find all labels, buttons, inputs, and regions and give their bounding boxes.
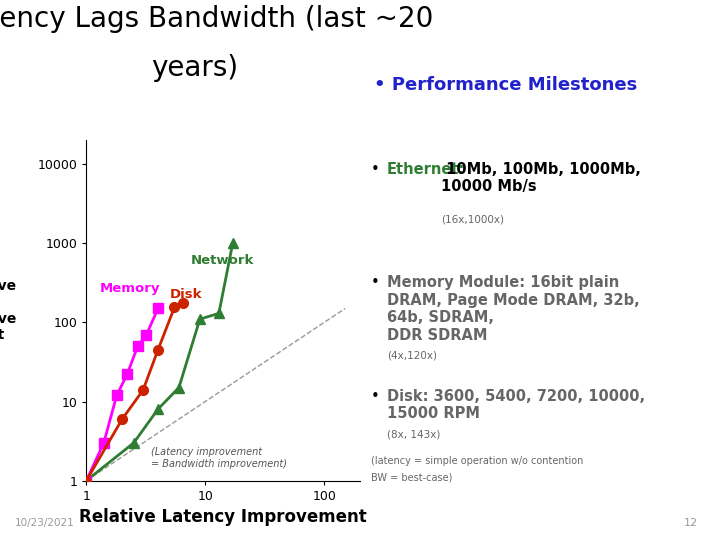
Y-axis label: Relative
BW
Improve
ment: Relative BW Improve ment	[0, 279, 17, 342]
Text: Disk: 3600, 5400, 7200, 10000,
15000 RPM: Disk: 3600, 5400, 7200, 10000, 15000 RPM	[387, 389, 645, 421]
Text: (4x,120x): (4x,120x)	[387, 351, 436, 361]
Text: Memory Module: 16bit plain
DRAM, Page Mode DRAM, 32b,
64b, SDRAM,
DDR SDRAM: Memory Module: 16bit plain DRAM, Page Mo…	[387, 275, 639, 342]
Text: Latency Lags Bandwidth (last ~20: Latency Lags Bandwidth (last ~20	[0, 5, 433, 33]
Text: •: •	[371, 162, 384, 177]
Text: years): years)	[150, 54, 238, 82]
Text: • Performance Milestones: • Performance Milestones	[374, 76, 638, 93]
Text: 10/23/2021: 10/23/2021	[14, 518, 74, 529]
Text: 10Mb, 100Mb, 1000Mb,
10000 Mb/s: 10Mb, 100Mb, 1000Mb, 10000 Mb/s	[441, 162, 641, 194]
Text: (Latency improvement
= Bandwidth improvement): (Latency improvement = Bandwidth improve…	[151, 448, 287, 469]
Text: 12: 12	[684, 518, 698, 529]
Text: •: •	[371, 275, 384, 291]
Text: Disk: Disk	[169, 288, 202, 301]
X-axis label: Relative Latency Improvement: Relative Latency Improvement	[79, 508, 367, 526]
Text: Network: Network	[191, 254, 254, 267]
Text: (latency = simple operation w/o contention: (latency = simple operation w/o contenti…	[371, 456, 583, 467]
Text: (8x, 143x): (8x, 143x)	[387, 429, 440, 440]
Text: Ethernet:: Ethernet:	[387, 162, 465, 177]
Text: •: •	[371, 389, 384, 404]
Text: (16x,1000x): (16x,1000x)	[441, 215, 504, 225]
Text: Memory: Memory	[100, 282, 161, 295]
Text: BW = best-case): BW = best-case)	[371, 472, 452, 483]
